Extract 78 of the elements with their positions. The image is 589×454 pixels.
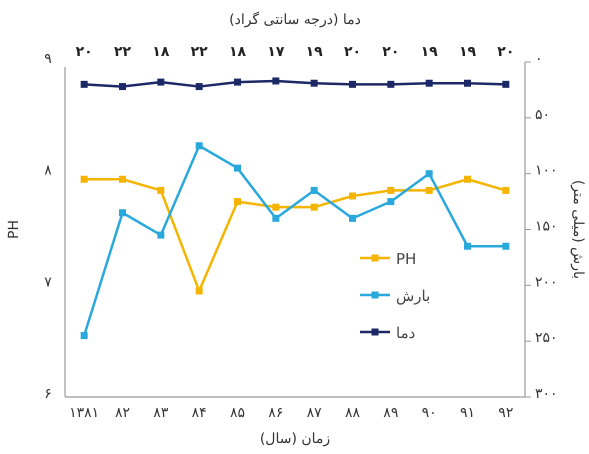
point bbox=[426, 80, 433, 87]
point bbox=[310, 80, 318, 87]
point bbox=[80, 80, 88, 88]
point bbox=[234, 198, 241, 206]
point bbox=[119, 176, 126, 183]
x-tick-label: ۸۳ bbox=[153, 405, 169, 421]
data-label: ۲۲ bbox=[190, 44, 208, 60]
y2-axis-title: بارش (میلی متر) bbox=[570, 180, 586, 280]
point bbox=[157, 78, 164, 86]
point bbox=[464, 80, 471, 87]
x-tick-label: ۸۷ bbox=[306, 405, 322, 421]
x-tick-label: ۹۰ bbox=[422, 405, 437, 421]
y2-tick-label: ۳۰۰ bbox=[535, 386, 558, 402]
x-tick-label: ۸۹ bbox=[383, 405, 398, 421]
point bbox=[272, 77, 280, 84]
x-tick-label: ۹۱ bbox=[460, 405, 476, 421]
point bbox=[426, 186, 433, 194]
x-tick-label: ۸۲ bbox=[114, 405, 130, 421]
point bbox=[310, 186, 318, 194]
point bbox=[196, 83, 203, 90]
point bbox=[464, 176, 471, 183]
point bbox=[387, 198, 394, 206]
point bbox=[349, 214, 356, 222]
point bbox=[502, 186, 510, 194]
y-tick-label: ۹ bbox=[44, 51, 52, 67]
point bbox=[272, 204, 280, 211]
legend-label: دما bbox=[396, 324, 416, 342]
x-tick-label: ۸۵ bbox=[230, 405, 246, 421]
y2-tick-label: ۲۵۰ bbox=[535, 330, 558, 346]
point bbox=[387, 80, 394, 88]
point bbox=[80, 176, 88, 183]
y2-tick-label: ۵۰ bbox=[535, 106, 550, 123]
x-tick-label: ۹۲ bbox=[498, 405, 514, 421]
y2-tick-label: ۱۰۰ bbox=[535, 162, 558, 179]
point bbox=[196, 287, 203, 294]
data-label: ۲۲ bbox=[114, 44, 132, 60]
x-axis-title: زمان (سال) bbox=[260, 431, 330, 447]
data-label: ۱۸ bbox=[152, 44, 170, 60]
point bbox=[502, 242, 510, 250]
point bbox=[310, 204, 318, 211]
point bbox=[119, 209, 126, 216]
point bbox=[426, 170, 433, 178]
y-axis-title: PH bbox=[6, 220, 22, 239]
data-label: ۱۹ bbox=[420, 44, 438, 60]
point bbox=[80, 332, 88, 340]
point bbox=[157, 232, 164, 239]
data-label: ۲۰ bbox=[497, 44, 514, 60]
x-tick-label: ۸۴ bbox=[192, 405, 207, 421]
x2-axis-title: دما (درجه سانتی گراد) bbox=[229, 11, 361, 28]
legend-label: PH bbox=[396, 250, 416, 268]
data-label: ۲۰ bbox=[76, 44, 93, 60]
data-label: ۲۰ bbox=[382, 44, 400, 60]
point bbox=[349, 192, 356, 200]
y2-tick-label: ۲۰۰ bbox=[535, 274, 558, 290]
x-tick-label: ۸۶ bbox=[268, 405, 284, 421]
point bbox=[387, 186, 394, 194]
y2-tick-label: ۰ bbox=[535, 51, 543, 67]
legend-label: بارش bbox=[396, 287, 430, 305]
data-label: ۱۹ bbox=[306, 44, 324, 60]
y-tick-label: ۶ bbox=[44, 386, 52, 402]
point bbox=[234, 78, 241, 86]
data-label: ۱۸ bbox=[228, 44, 246, 60]
point bbox=[196, 142, 203, 150]
x-tick-label: ۱۳۸۱ bbox=[69, 405, 100, 421]
point bbox=[464, 242, 471, 250]
x-tick-label: ۸۸ bbox=[344, 405, 360, 421]
data-label: ۱۹ bbox=[458, 44, 476, 60]
data-label: ۱۷ bbox=[267, 44, 285, 60]
point bbox=[119, 83, 126, 90]
y-tick-label: ۸ bbox=[44, 162, 52, 179]
y-tick-label: ۷ bbox=[44, 274, 52, 290]
point bbox=[157, 186, 164, 194]
data-label: ۲۰ bbox=[344, 44, 362, 60]
point bbox=[234, 164, 241, 172]
y2-tick-label: ۱۵۰ bbox=[535, 218, 558, 234]
point bbox=[272, 214, 280, 222]
point bbox=[349, 80, 356, 88]
point bbox=[502, 80, 510, 88]
